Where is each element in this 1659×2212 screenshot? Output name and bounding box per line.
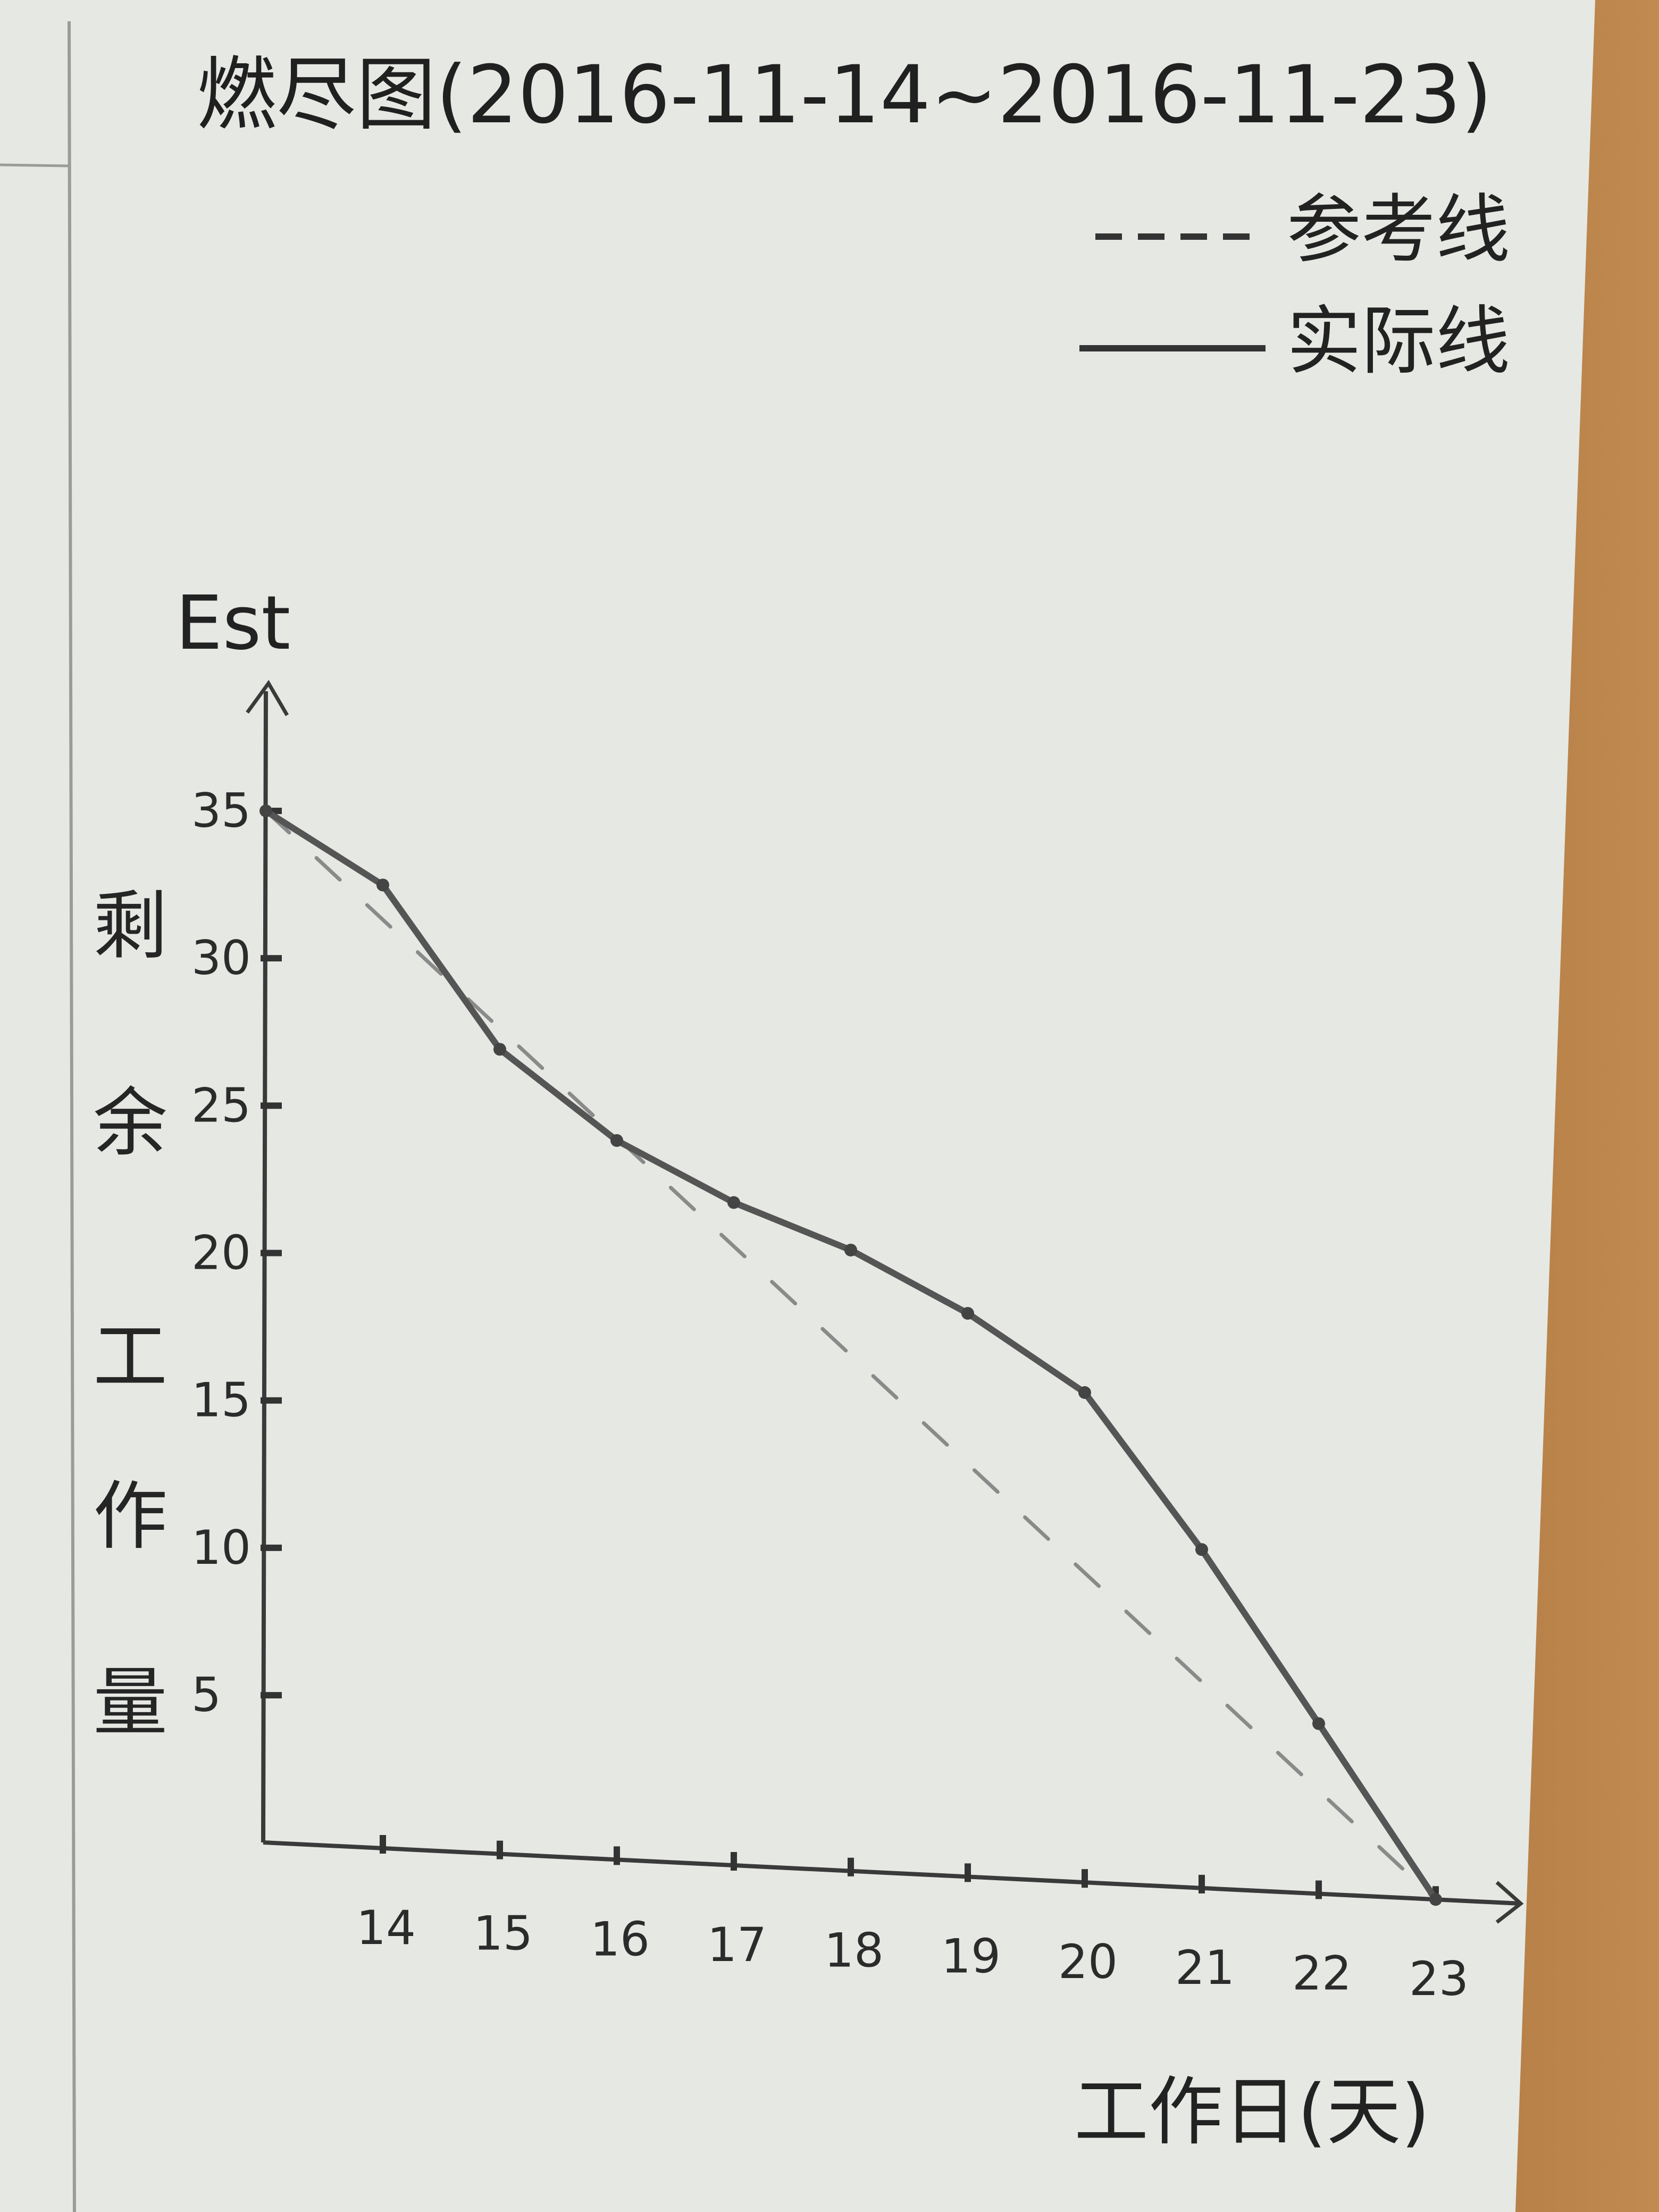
chart-title: 燃尽图(2016-11-14~2016-11-23) (197, 49, 1492, 141)
actual-line-point (727, 1196, 740, 1209)
y-tick-label: 35 (191, 783, 251, 838)
y-side-label-char: 剩 (93, 883, 167, 970)
axes: Est 工作日(天) (175, 580, 1524, 2156)
actual-line-point (844, 1243, 857, 1256)
x-tick-label: 18 (824, 1923, 884, 1978)
paper-sheet (0, 0, 1595, 2212)
actual-line-point (1078, 1386, 1091, 1399)
x-axis (263, 1840, 1521, 1906)
series-layer (259, 805, 1442, 1906)
y-tick-label: 30 (191, 931, 251, 985)
y-ticks: 5 10 15 20 25 30 35 (191, 783, 282, 1722)
actual-line-point (1195, 1543, 1208, 1556)
paper-fold-line (68, 21, 76, 2212)
y-side-label-char: 余 (93, 1080, 167, 1167)
y-tick-label: 15 (191, 1373, 251, 1428)
x-tick-label: 20 (1058, 1934, 1118, 1989)
legend-label-actual: 实际线 (1287, 298, 1510, 385)
actual-line-point (1312, 1717, 1325, 1730)
x-axis-arrow (1495, 1881, 1524, 1924)
legend-label-reference: 参考线 (1287, 187, 1510, 273)
x-axis-label: 工作日(天) (1074, 2069, 1430, 2156)
x-tick-label: 15 (473, 1906, 533, 1961)
y-axis-label-top: Est (175, 580, 290, 667)
reference-line (264, 809, 1438, 1901)
actual-line-point (610, 1134, 623, 1147)
actual-line-point (259, 805, 272, 817)
x-tick-label: 17 (707, 1917, 767, 1972)
actual-line-point (493, 1043, 506, 1056)
y-side-label-char: 作 (93, 1473, 167, 1560)
x-tick-label: 23 (1409, 1951, 1469, 2006)
paper-edge-line (0, 163, 70, 167)
y-tick-label: 5 (191, 1668, 221, 1722)
y-tick-label: 25 (191, 1078, 251, 1133)
actual-line-point (1429, 1893, 1442, 1906)
y-axis-arrow (246, 680, 289, 716)
x-tick-label: 14 (356, 1900, 416, 1955)
x-tick-label: 19 (941, 1929, 1001, 1983)
y-axis (261, 691, 268, 1843)
y-tick-label: 20 (191, 1226, 251, 1280)
y-side-label-char: 量 (93, 1660, 167, 1746)
y-tick-label: 10 (191, 1520, 251, 1575)
y-side-label-char: 工 (93, 1314, 167, 1401)
actual-line-point (961, 1306, 974, 1320)
x-tick-label: 16 (590, 1912, 650, 1966)
legend: 参考线 实际线 (1079, 187, 1510, 385)
actual-line-point (376, 878, 389, 892)
x-tick-label: 21 (1175, 1940, 1235, 1995)
x-tick-label: 22 (1292, 1946, 1352, 2001)
